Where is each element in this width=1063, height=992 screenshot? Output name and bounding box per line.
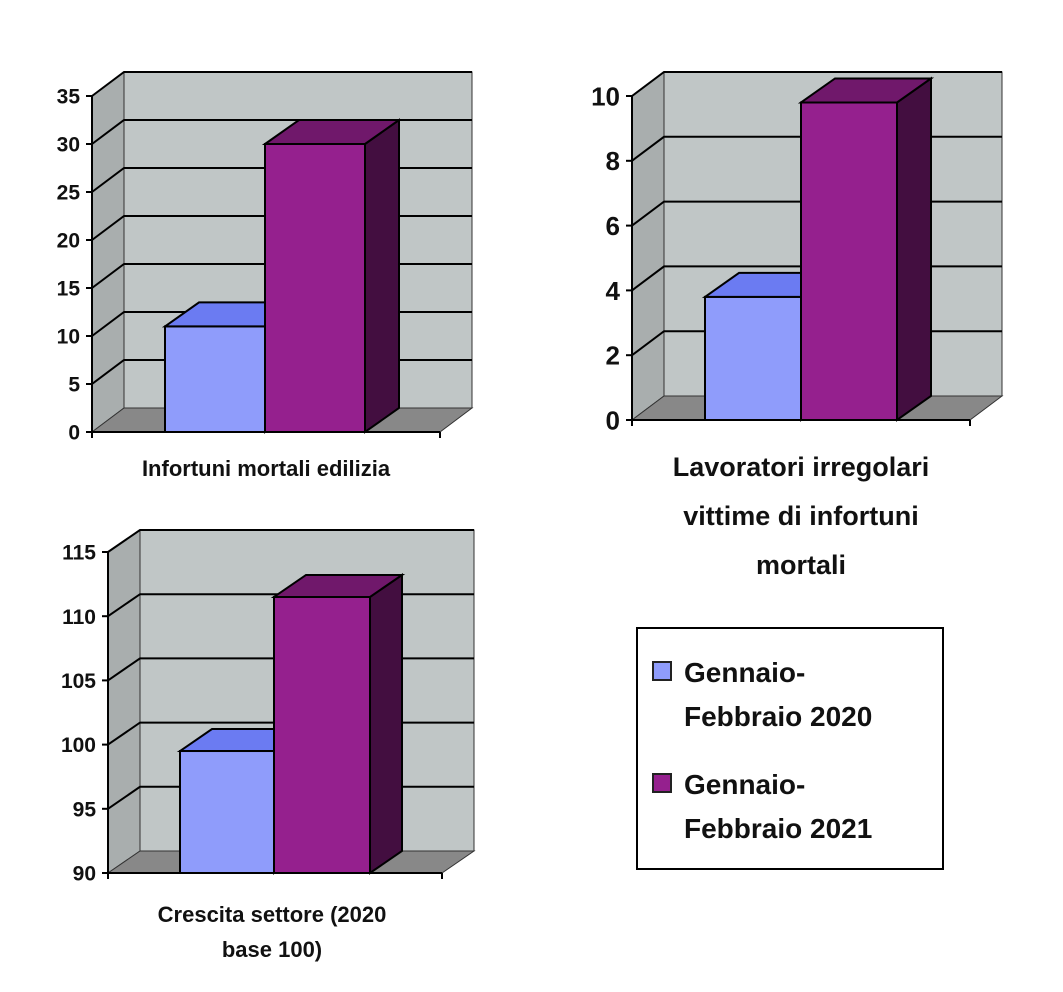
y-tick-label: 35 [57, 86, 81, 109]
chart-2: 0 2 4 6 8 10 Lavoratori irregolari vittime di i… [591, 71, 1004, 580]
bar-top [261, 119, 403, 145]
bar-front [179, 750, 275, 875]
gridline [107, 529, 474, 553]
y-tick-label: 0 [606, 405, 620, 435]
y-tick-label: 110 [62, 606, 96, 629]
category-label: mortali [756, 550, 846, 580]
y-tick-label: 6 [606, 211, 620, 241]
y-tick-label: 10 [57, 326, 80, 349]
y-tick-label: 30 [57, 134, 80, 157]
y-tick-label: 2 [606, 341, 620, 371]
chart-1: 0 5 10 15 20 25 30 35 Infortuni mortali edilizia [57, 71, 474, 481]
category-label: Lavoratori irregolari [673, 452, 930, 482]
bar-side [369, 573, 403, 875]
bar-top [270, 573, 406, 598]
y-tick-label: 100 [61, 734, 96, 757]
category-label: base 100) [222, 937, 322, 962]
y-tick-label: 115 [62, 542, 96, 565]
bar-front [800, 101, 898, 421]
y-tick-label: 25 [57, 182, 81, 205]
gridline [91, 71, 472, 97]
y-tick-label: 8 [606, 146, 620, 176]
legend-label-2021: Gennaio- Febbraio 2021 [684, 769, 873, 844]
y-tick-label: 95 [73, 798, 97, 821]
category-label: Infortuni mortali edilizia [142, 456, 391, 481]
side-wall [631, 71, 665, 421]
side-wall [91, 71, 125, 433]
legend-swatch-2020 [652, 661, 672, 681]
legend-label-2020: Gennaio- Febbraio 2020 [684, 657, 873, 732]
legend-item-2021: Gennaio- Febbraio 2021 [652, 763, 934, 851]
bar-2021 [797, 76, 935, 422]
y-tick-label: 4 [606, 276, 621, 306]
bar-front [273, 595, 371, 874]
bar-side [364, 118, 400, 434]
bar-front [264, 143, 366, 433]
y-tick-label: 20 [57, 230, 80, 253]
bar-top [797, 77, 935, 104]
bar-2021 [261, 118, 403, 434]
y-tick-label: 105 [61, 670, 96, 693]
legend-item-2020: Gennaio- Febbraio 2020 [652, 651, 934, 739]
category-label: vittime di infortuni [683, 501, 919, 531]
legend-swatch-2021 [652, 773, 672, 793]
y-tick-label: 10 [591, 81, 620, 111]
y-tick-label: 0 [68, 422, 80, 445]
y-tick-label: 15 [57, 278, 81, 301]
category-label: Crescita settore (2020 [158, 902, 387, 927]
bar-front [704, 295, 802, 422]
y-tick-label: 5 [68, 374, 80, 397]
legend: Gennaio- Febbraio 2020 Gennaio- Febbraio… [636, 627, 944, 870]
chart-3: 90 95 100 105 110 115 Crescita settore (2020 ba… [61, 529, 476, 962]
y-tick-label: 90 [73, 863, 96, 886]
side-wall [107, 529, 141, 874]
bar-2021 [270, 573, 406, 875]
bar-front [164, 325, 266, 433]
bar-side [896, 76, 932, 422]
gridline [631, 71, 1002, 97]
